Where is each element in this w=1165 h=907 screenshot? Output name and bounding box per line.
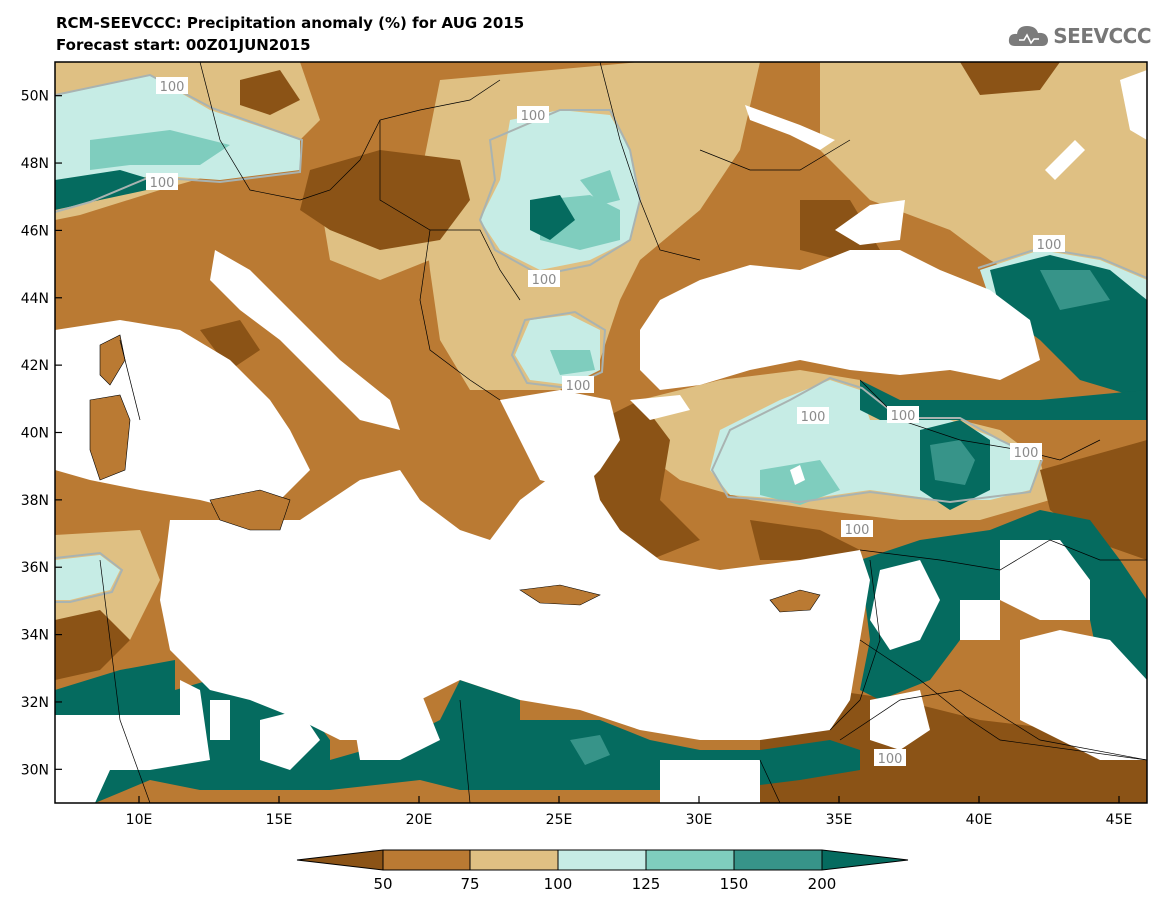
contour-label: 100 xyxy=(801,410,826,425)
cyprus xyxy=(769,589,821,613)
contour-label: 100 xyxy=(891,409,916,424)
colorbar-tick-label: 125 xyxy=(632,875,661,893)
longitude-label: 15E xyxy=(266,812,293,828)
longitude-label: 20E xyxy=(406,812,433,828)
latitude-label: 50N xyxy=(21,89,49,105)
contour-labels: 100 100 100 100 100 100 100 100 100 100 … xyxy=(146,77,1065,767)
latitude-label: 40N xyxy=(21,426,49,442)
longitude-label: 30E xyxy=(686,812,713,828)
colorbar-tick-label: 200 xyxy=(808,875,837,893)
colorbar-tick-label: 100 xyxy=(544,875,573,893)
colorbar-arrow-below-50 xyxy=(297,850,383,870)
aegean-sea xyxy=(500,390,620,490)
islands xyxy=(89,334,821,613)
contour-label: 100 xyxy=(532,273,557,288)
contour-label: 100 xyxy=(521,109,546,124)
latitude-label: 44N xyxy=(21,291,49,307)
colorbar: 50 75 100 125 150 200 xyxy=(296,849,909,893)
contour-label: 100 xyxy=(845,523,870,538)
latitude-label: 42N xyxy=(21,358,49,374)
colorbar-bin-100-125 xyxy=(558,850,646,870)
sardinia xyxy=(89,394,131,481)
logo-text: SEEVCCC xyxy=(1053,24,1151,48)
longitude-label: 10E xyxy=(126,812,153,828)
colorbar-bin-125-150 xyxy=(646,850,734,870)
sea-areas xyxy=(55,70,1147,740)
colorbar-bin-50-75 xyxy=(383,850,470,870)
colorbar-arrow-above-200 xyxy=(822,850,908,870)
eastern-mediterranean xyxy=(160,460,870,740)
latitude-label: 46N xyxy=(21,223,49,239)
seevccc-logo: SEEVCCC xyxy=(1007,22,1151,50)
no-data-patches xyxy=(55,540,1147,803)
latitude-label: 38N xyxy=(21,493,49,509)
sicily xyxy=(209,489,291,531)
cloud-icon xyxy=(1009,26,1049,46)
contour-label: 100 xyxy=(150,176,175,191)
forecast-start-label: Forecast start: 00Z01JUN2015 xyxy=(56,36,311,54)
colorbar-bin-150-200 xyxy=(734,850,822,870)
contour-label: 100 xyxy=(160,80,185,95)
caspian-edge xyxy=(1120,70,1147,140)
longitude-label: 45E xyxy=(1106,812,1133,828)
map-area: 100 100 100 100 100 100 100 100 100 100 … xyxy=(55,62,1147,803)
anomaly-150-200 xyxy=(570,270,1110,765)
corsica xyxy=(99,334,126,386)
sea-of-marmara xyxy=(630,395,690,420)
longitude-axis: 10E 15E 20E 25E 30E 35E 40E 45E xyxy=(126,796,1133,828)
adriatic-sea xyxy=(210,250,400,430)
colorbar-tick-label: 75 xyxy=(460,875,479,893)
colorbar-tick-label: 150 xyxy=(720,875,749,893)
latitude-label: 34N xyxy=(21,628,49,644)
latitude-label: 48N xyxy=(21,156,49,172)
contour-label: 100 xyxy=(1014,446,1039,461)
longitude-label: 35E xyxy=(826,812,853,828)
crete xyxy=(519,584,601,606)
longitude-label: 40E xyxy=(966,812,993,828)
black-sea xyxy=(640,250,1040,390)
latitude-label: 30N xyxy=(21,762,49,778)
latitude-label: 32N xyxy=(21,695,49,711)
sea-of-azov xyxy=(835,200,905,245)
contour-label: 100 xyxy=(878,752,903,767)
contour-label: 100 xyxy=(1037,238,1062,253)
latitude-axis: 50N 48N 46N 44N 42N 40N 38N 36N 34N 32N 30N xyxy=(21,89,62,778)
latitude-label: 36N xyxy=(21,560,49,576)
colorbar-bin-75-100 xyxy=(470,850,558,870)
colorbar-tick-label: 50 xyxy=(373,875,392,893)
map-title: RCM-SEEVCCC: Precipitation anomaly (%) f… xyxy=(56,14,525,32)
anomaly-below-50 xyxy=(55,62,1147,803)
contour-label: 100 xyxy=(566,379,591,394)
longitude-label: 25E xyxy=(546,812,573,828)
